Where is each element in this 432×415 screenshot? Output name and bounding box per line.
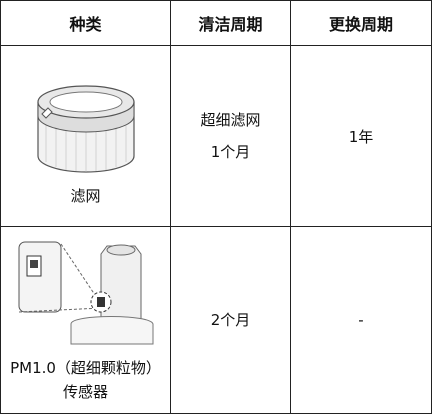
- replacement-cell: -: [290, 226, 432, 414]
- cleaning-cell: 超细滤网 1个月: [170, 45, 291, 227]
- cleaning-text: 1个月: [210, 143, 251, 161]
- cleaning-text: 超细滤网: [200, 111, 261, 129]
- cleaning-text: 2个月: [210, 311, 251, 329]
- sensor-image: [18, 241, 153, 345]
- filter-image: [36, 85, 135, 173]
- type-cell: PM1.0（超细颗粒物）传感器: [0, 226, 171, 414]
- header-cell: 更换周期: [290, 0, 432, 46]
- row: 滤网 超细滤网 1个月 1年: [0, 45, 432, 227]
- header-cell: 清洁周期: [170, 0, 291, 46]
- replacement-cell: 1年: [290, 45, 432, 227]
- type-caption: PM1.0（超细颗粒物）传感器: [10, 359, 161, 401]
- type-caption: 滤网: [70, 187, 101, 205]
- cleaning-cell: 2个月: [170, 226, 291, 414]
- row: PM1.0（超细颗粒物）传感器 2个月 -: [0, 226, 432, 414]
- header-row: 种类 清洁周期 更换周期: [0, 0, 432, 46]
- header-cell: 种类: [0, 0, 171, 46]
- type-cell: 滤网: [0, 45, 171, 227]
